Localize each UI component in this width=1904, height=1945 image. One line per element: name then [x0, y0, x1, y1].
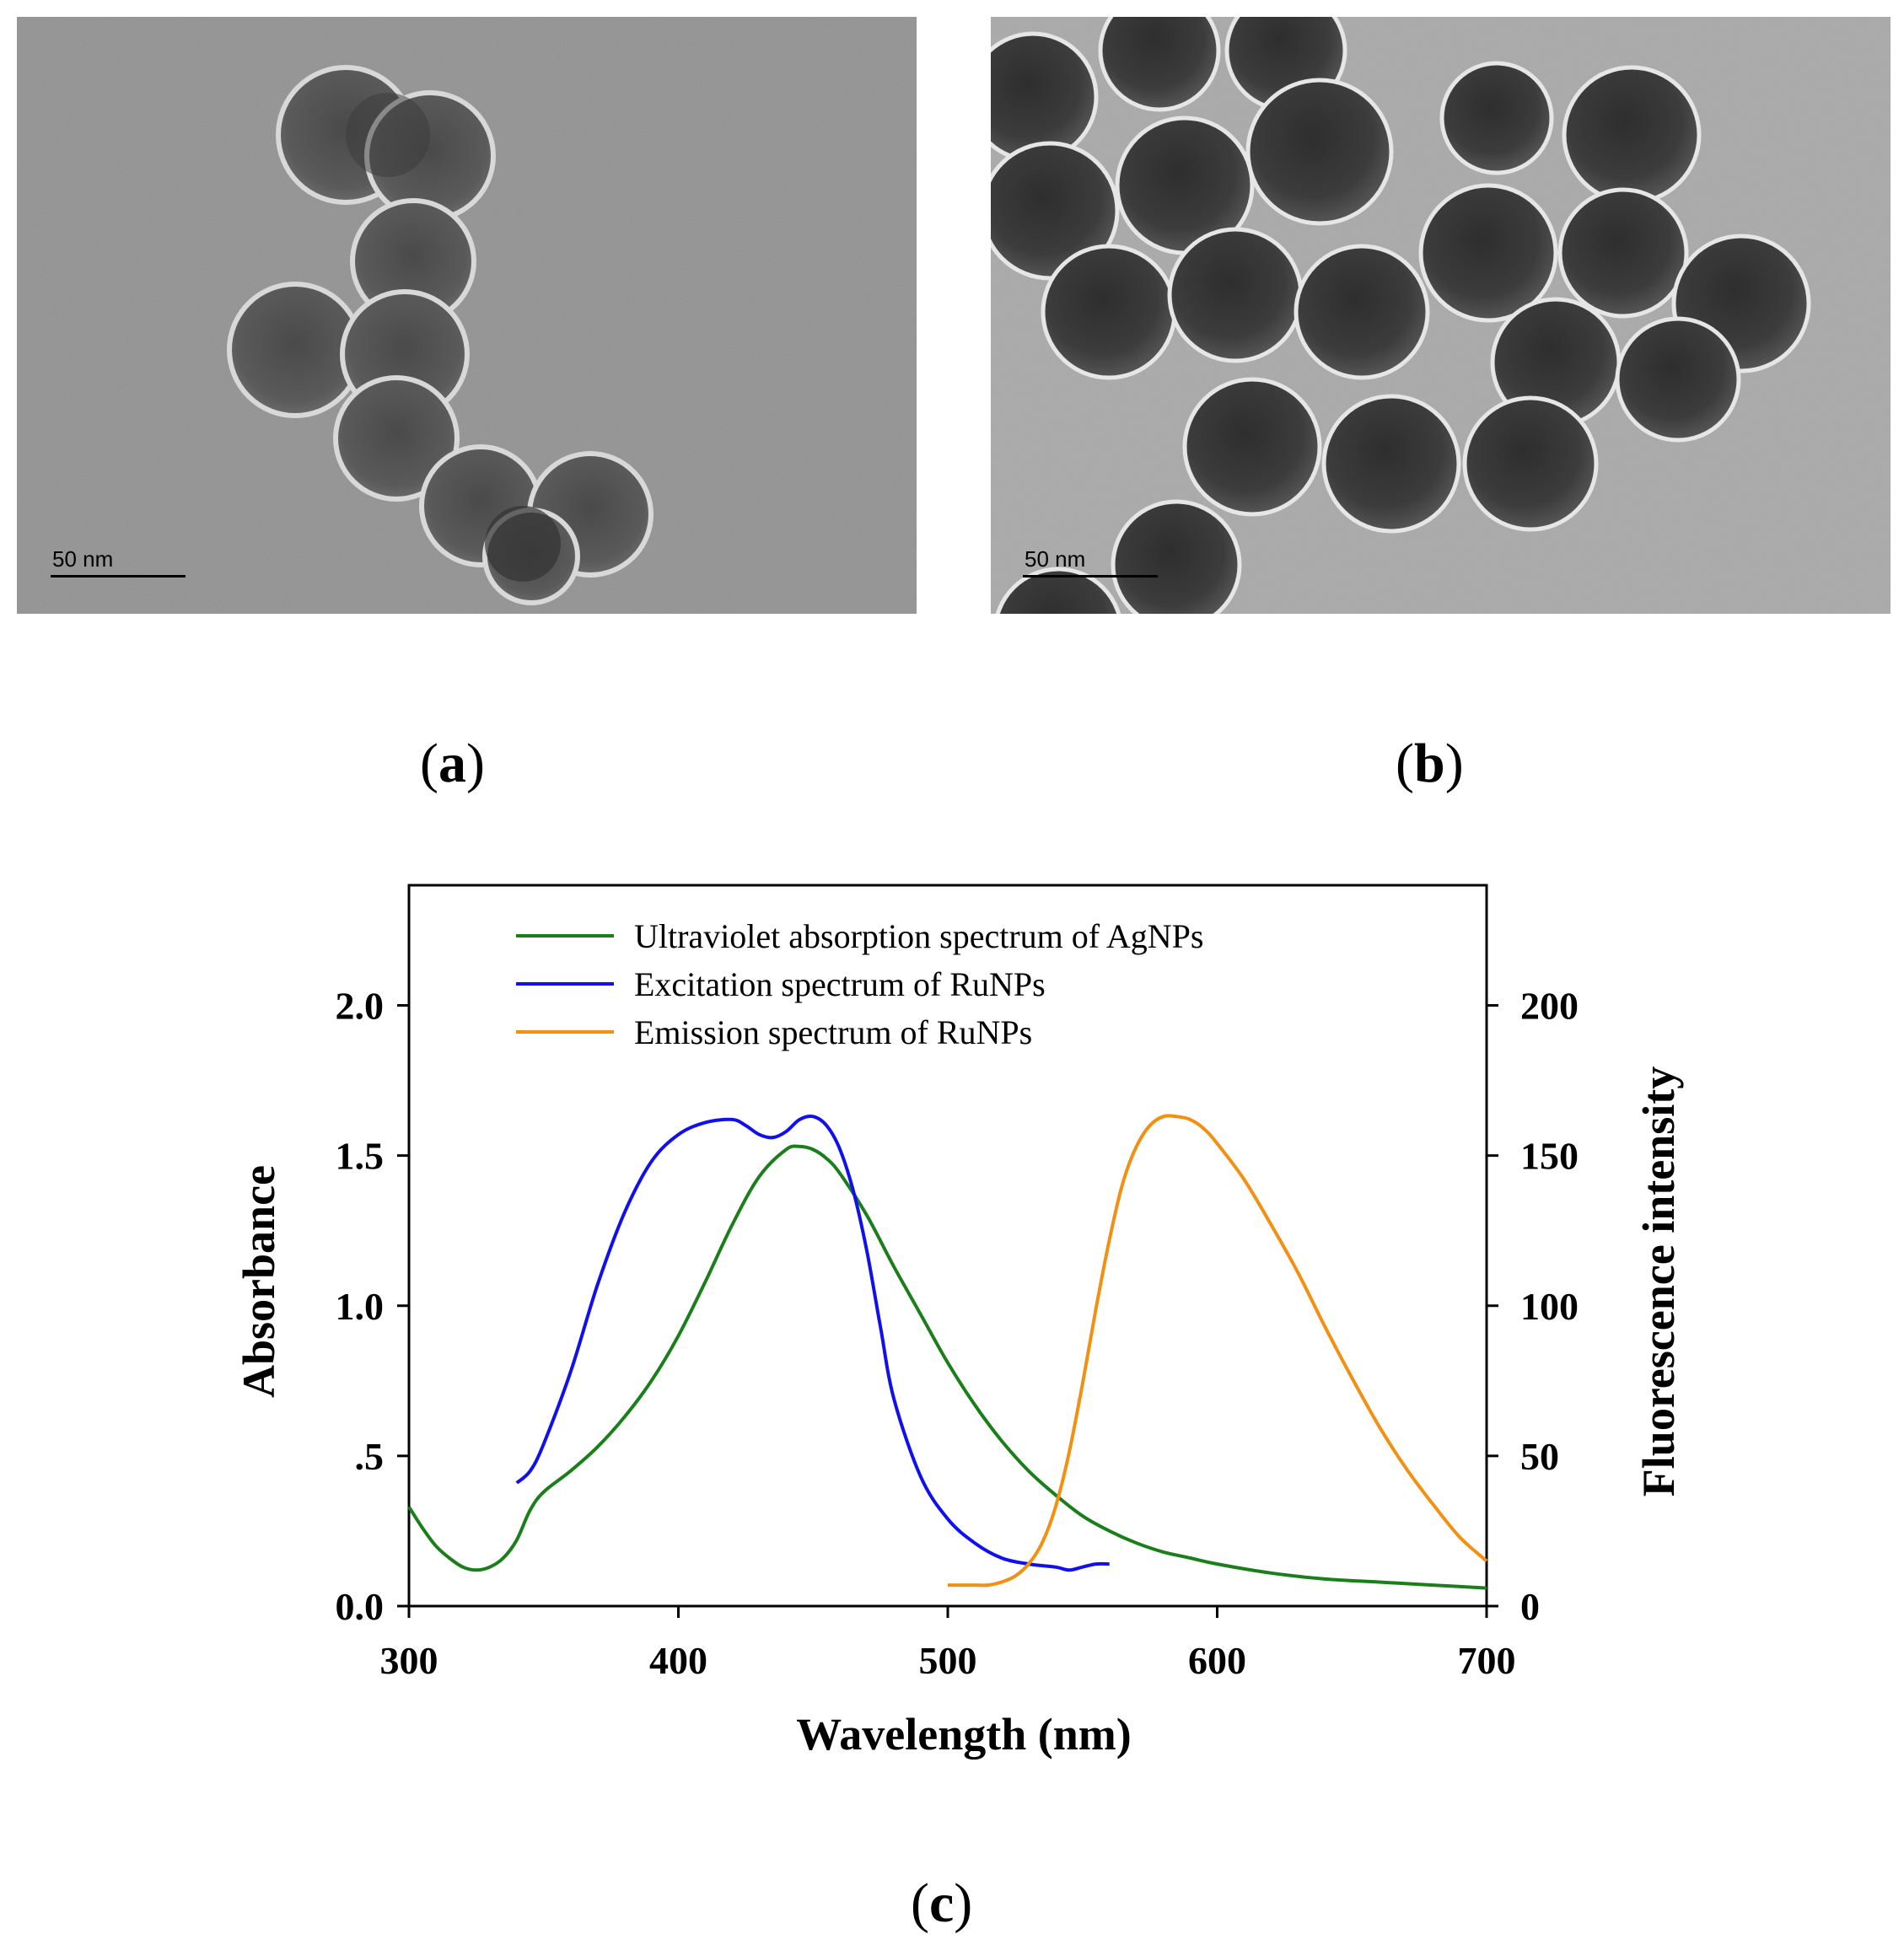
panel-label-b: (b): [1396, 733, 1464, 794]
legend-item-excitation: Excitation spectrum of RuNPs: [516, 965, 1046, 1003]
series-layer: [407, 1114, 1488, 1590]
tem-micrograph-a: [17, 17, 917, 614]
ticks-layer: 300 400 500 600 700 0.0 .5 1.0 1.5 2.0 0 50 100 150 20…: [336, 985, 1579, 1683]
legend-item-absorption: Ultraviolet absorption spectrum of AgNPs: [516, 917, 1203, 955]
y2-tick-label: 0: [1520, 1585, 1540, 1628]
x-tick-label: 600: [1188, 1639, 1246, 1682]
y2-axis-label: Fluorescence intensity: [1633, 1067, 1684, 1496]
x-tick-label: 400: [649, 1639, 707, 1682]
y-tick-label: 0.0: [336, 1585, 385, 1628]
x-tick-label: 500: [919, 1639, 977, 1682]
y-tick-label: 1.0: [336, 1285, 385, 1328]
spectra-chart: 300 400 500 600 700 0.0 .5 1.0 1.5 2.0 0 50 100 150 20…: [234, 884, 1684, 1760]
panel-label-a: (a): [420, 733, 485, 794]
orange-emission-line: [948, 1114, 1488, 1588]
legend: Ultraviolet absorption spectrum of AgNPs…: [516, 917, 1203, 1051]
legend-label: Excitation spectrum of RuNPs: [634, 965, 1046, 1003]
blue-excitation-line: [515, 1114, 1110, 1572]
y-tick-label: 2.0: [336, 985, 385, 1028]
y-tick-label: 1.5: [336, 1135, 385, 1178]
legend-label: Ultraviolet absorption spectrum of AgNPs: [634, 917, 1203, 955]
tem-image-b: 50 nm: [991, 17, 1891, 614]
scale-bar-label-b: 50 nm: [1025, 546, 1086, 572]
y2-tick-label: 150: [1520, 1135, 1579, 1178]
x-tick-label: 300: [380, 1639, 438, 1682]
scale-bar-line-b: [1023, 575, 1158, 578]
green-absorption-line: [407, 1144, 1487, 1590]
panel-label-c: (c): [911, 1872, 973, 1934]
legend-item-emission: Emission spectrum of RuNPs: [516, 1013, 1032, 1051]
legend-label: Emission spectrum of RuNPs: [634, 1013, 1032, 1051]
x-axis-label: Wavelength (nm): [796, 1709, 1132, 1760]
y2-tick-label: 200: [1520, 985, 1579, 1028]
tem-image-a: 50 nm: [17, 17, 917, 614]
tem-micrograph-b: [991, 17, 1891, 614]
scale-bar-label-a: 50 nm: [52, 546, 114, 572]
y-tick-label: .5: [355, 1435, 385, 1478]
scale-bar-line-a: [51, 575, 186, 578]
y-axis-label: Absorbance: [234, 1165, 284, 1398]
y2-tick-label: 50: [1520, 1435, 1559, 1478]
y2-tick-label: 100: [1520, 1285, 1579, 1328]
x-tick-label: 700: [1458, 1639, 1516, 1682]
